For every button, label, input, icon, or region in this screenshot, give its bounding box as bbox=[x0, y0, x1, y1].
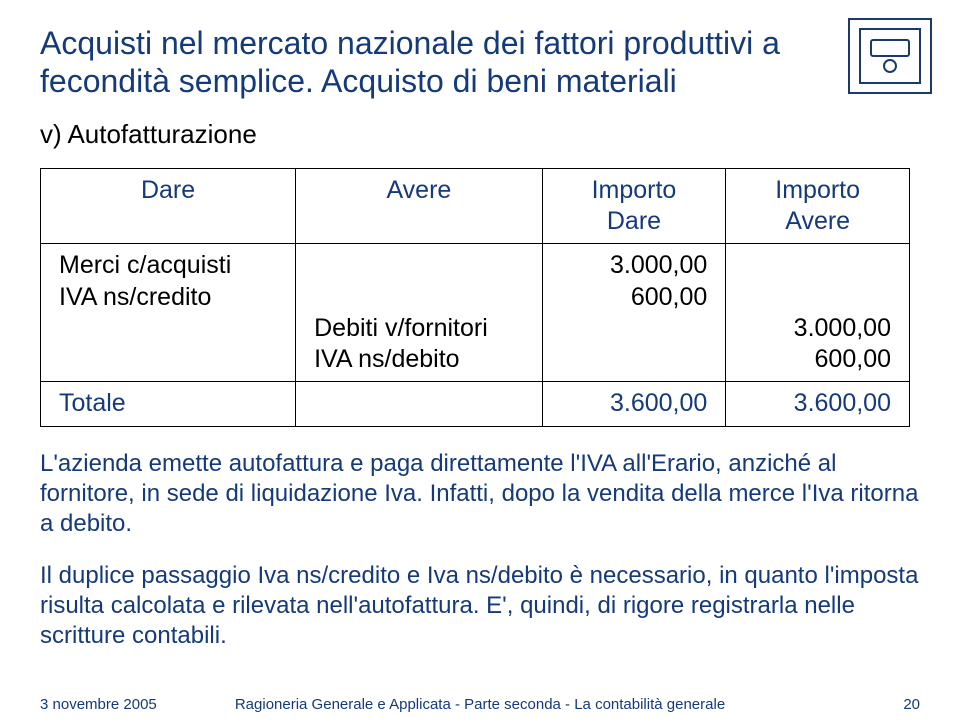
paragraph-1: L'azienda emette autofattura e paga dire… bbox=[40, 449, 920, 539]
cell-total-label: Totale bbox=[41, 382, 296, 426]
col-header-dare: Dare bbox=[41, 168, 296, 244]
logo-scroll-icon bbox=[870, 39, 910, 57]
paragraph-2: Il duplice passaggio Iva ns/credito e Iv… bbox=[40, 561, 920, 651]
cell-total-avere-empty bbox=[296, 382, 543, 426]
footer-course-name: Ragioneria Generale e Applicata - Parte … bbox=[40, 696, 920, 713]
table-header-row: Dare Avere Importo Dare Importo Avere bbox=[41, 168, 910, 244]
table-row-totals: Totale 3.600,00 3.600,00 bbox=[41, 382, 910, 426]
cell-importo-dare: 3.000,00 600,00 bbox=[542, 244, 726, 382]
col-header-importo-dare: Importo Dare bbox=[542, 168, 726, 244]
slide-title: Acquisti nel mercato nazionale dei fatto… bbox=[40, 24, 840, 101]
cell-importo-avere: 3.000,00 600,00 bbox=[726, 244, 910, 382]
slide: Acquisti nel mercato nazionale dei fatto… bbox=[0, 0, 960, 723]
logo-globe-icon bbox=[883, 59, 897, 73]
footer-page-number: 20 bbox=[903, 696, 920, 713]
footer-date: 3 novembre 2005 bbox=[40, 696, 157, 713]
header-dare-text: Dare bbox=[59, 175, 277, 206]
header-avere-text: Avere bbox=[314, 175, 524, 206]
table-row: Merci c/acquisti IVA ns/credito Debiti v… bbox=[41, 244, 910, 382]
cell-dare-accounts: Merci c/acquisti IVA ns/credito bbox=[41, 244, 296, 382]
cell-avere-accounts: Debiti v/fornitori IVA ns/debito bbox=[296, 244, 543, 382]
accounting-table: Dare Avere Importo Dare Importo Avere Me… bbox=[40, 168, 910, 427]
col-header-importo-avere: Importo Avere bbox=[726, 168, 910, 244]
cell-total-iavere: 3.600,00 bbox=[726, 382, 910, 426]
slide-subheading: v) Autofatturazione bbox=[40, 119, 920, 150]
logo-inner bbox=[859, 28, 921, 84]
cell-total-idare: 3.600,00 bbox=[542, 382, 726, 426]
col-header-avere: Avere bbox=[296, 168, 543, 244]
institution-logo bbox=[848, 18, 932, 94]
slide-footer: 3 novembre 2005 Ragioneria Generale e Ap… bbox=[40, 696, 920, 713]
